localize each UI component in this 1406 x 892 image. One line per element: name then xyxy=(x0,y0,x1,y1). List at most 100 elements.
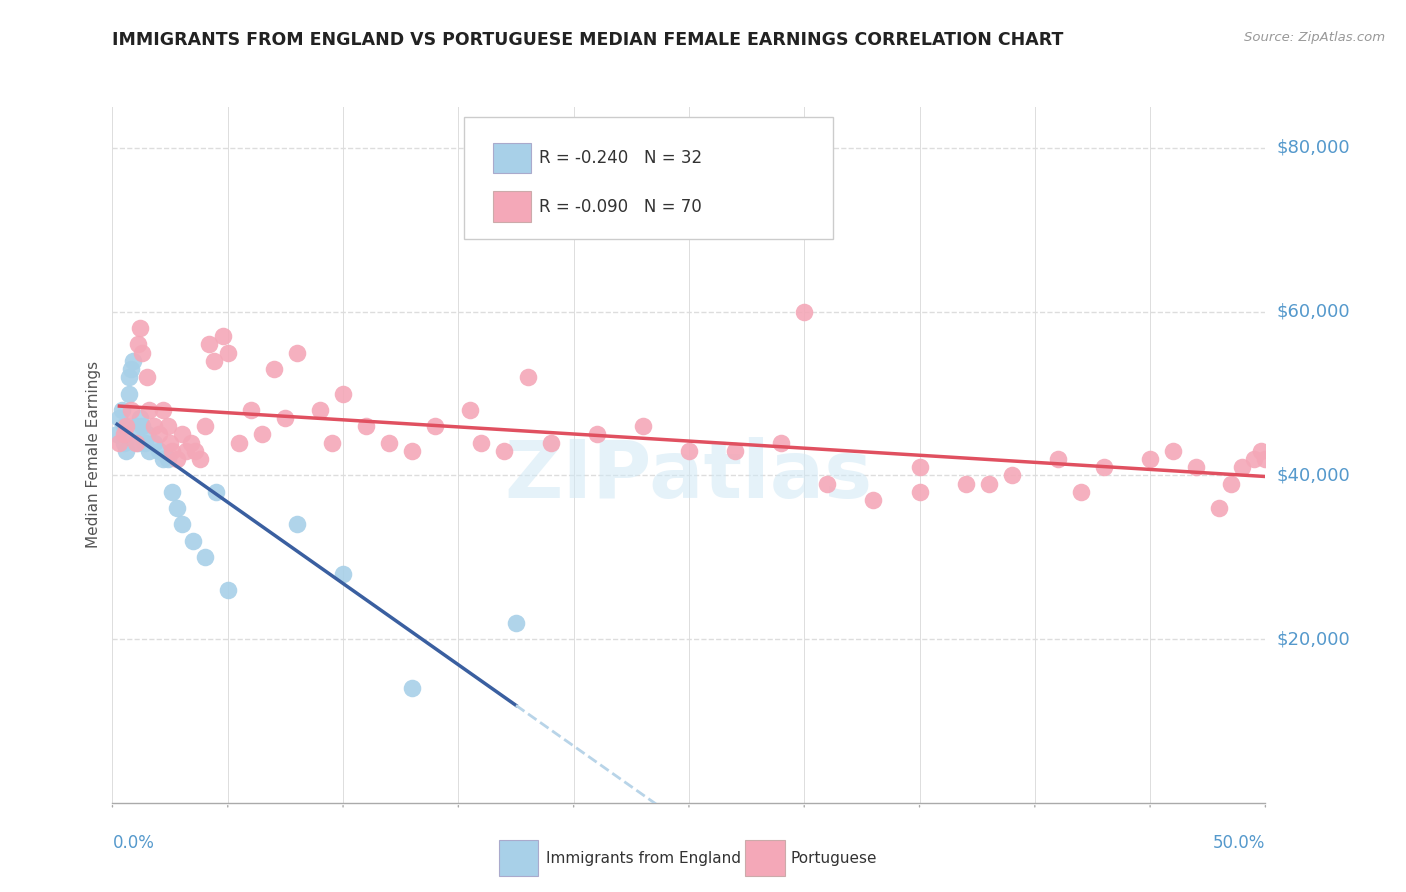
Point xyxy=(122,353,145,368)
Text: Immigrants from England: Immigrants from England xyxy=(546,851,741,865)
Point xyxy=(136,370,159,384)
Point xyxy=(184,443,207,458)
Point xyxy=(494,443,516,458)
Point xyxy=(458,403,481,417)
Point xyxy=(540,435,562,450)
Point xyxy=(1185,460,1208,475)
Point xyxy=(180,435,202,450)
Point xyxy=(166,452,188,467)
Point xyxy=(793,304,815,318)
Point xyxy=(134,435,156,450)
Point xyxy=(166,501,188,516)
Point xyxy=(770,435,793,450)
FancyBboxPatch shape xyxy=(494,191,531,222)
Text: $20,000: $20,000 xyxy=(1277,630,1350,648)
Text: $60,000: $60,000 xyxy=(1277,302,1350,321)
Text: R = -0.090   N = 70: R = -0.090 N = 70 xyxy=(538,197,702,216)
Point xyxy=(115,419,138,434)
Point xyxy=(111,403,134,417)
Point xyxy=(1046,452,1069,467)
Point xyxy=(156,452,179,467)
Point xyxy=(401,443,423,458)
Point xyxy=(152,452,174,467)
Point xyxy=(228,435,250,450)
Text: 50.0%: 50.0% xyxy=(1213,834,1265,852)
Point xyxy=(108,435,131,450)
Point xyxy=(170,517,193,532)
Point xyxy=(127,435,149,450)
Point xyxy=(724,443,747,458)
FancyBboxPatch shape xyxy=(494,143,531,173)
Text: 0.0%: 0.0% xyxy=(112,834,155,852)
Point xyxy=(124,435,146,450)
Point xyxy=(263,362,285,376)
Point xyxy=(202,353,225,368)
Point xyxy=(124,419,146,434)
Point xyxy=(354,419,377,434)
Point xyxy=(977,476,1000,491)
Text: R = -0.240   N = 32: R = -0.240 N = 32 xyxy=(538,149,702,167)
Point xyxy=(156,419,179,434)
Point xyxy=(516,370,538,384)
Text: $40,000: $40,000 xyxy=(1277,467,1350,484)
Point xyxy=(908,460,931,475)
Point xyxy=(332,566,354,581)
Point xyxy=(470,435,492,450)
Point xyxy=(143,419,166,434)
Point xyxy=(217,582,239,597)
Text: Portuguese: Portuguese xyxy=(790,851,877,865)
Point xyxy=(112,435,135,450)
Point xyxy=(117,386,139,401)
Point xyxy=(131,345,153,359)
Point xyxy=(127,337,149,351)
Point xyxy=(170,427,193,442)
Point xyxy=(239,403,262,417)
Point xyxy=(159,435,181,450)
Point xyxy=(138,443,160,458)
Point xyxy=(112,427,135,442)
Point xyxy=(1001,468,1024,483)
Point xyxy=(332,386,354,401)
Point xyxy=(152,403,174,417)
Point xyxy=(505,615,527,630)
Point xyxy=(174,443,197,458)
Point xyxy=(131,419,153,434)
Point xyxy=(148,427,170,442)
Point xyxy=(129,321,152,335)
Point xyxy=(162,443,184,458)
Point xyxy=(136,427,159,442)
Point xyxy=(401,681,423,696)
Point xyxy=(252,427,274,442)
Point xyxy=(1232,460,1254,475)
Point xyxy=(285,345,308,359)
Point xyxy=(198,337,221,351)
Point xyxy=(112,419,135,434)
Point xyxy=(585,427,607,442)
Point xyxy=(274,411,297,425)
Point xyxy=(1161,443,1184,458)
Point xyxy=(309,403,332,417)
Point xyxy=(285,517,308,532)
Point xyxy=(212,329,235,343)
Point xyxy=(815,476,838,491)
Point xyxy=(205,484,228,499)
Point xyxy=(1092,460,1115,475)
Point xyxy=(138,403,160,417)
Point xyxy=(678,443,700,458)
FancyBboxPatch shape xyxy=(464,118,832,239)
Point xyxy=(105,427,128,442)
Point xyxy=(1243,452,1265,467)
Point xyxy=(378,435,401,450)
Point xyxy=(143,435,166,450)
Point xyxy=(1250,443,1272,458)
Point xyxy=(955,476,977,491)
Point xyxy=(181,533,204,548)
Point xyxy=(1070,484,1092,499)
Text: Source: ZipAtlas.com: Source: ZipAtlas.com xyxy=(1244,31,1385,45)
Point xyxy=(425,419,447,434)
Point xyxy=(217,345,239,359)
Point xyxy=(129,411,152,425)
Point xyxy=(162,484,184,499)
Point xyxy=(120,403,142,417)
Text: IMMIGRANTS FROM ENGLAND VS PORTUGUESE MEDIAN FEMALE EARNINGS CORRELATION CHART: IMMIGRANTS FROM ENGLAND VS PORTUGUESE ME… xyxy=(112,31,1064,49)
